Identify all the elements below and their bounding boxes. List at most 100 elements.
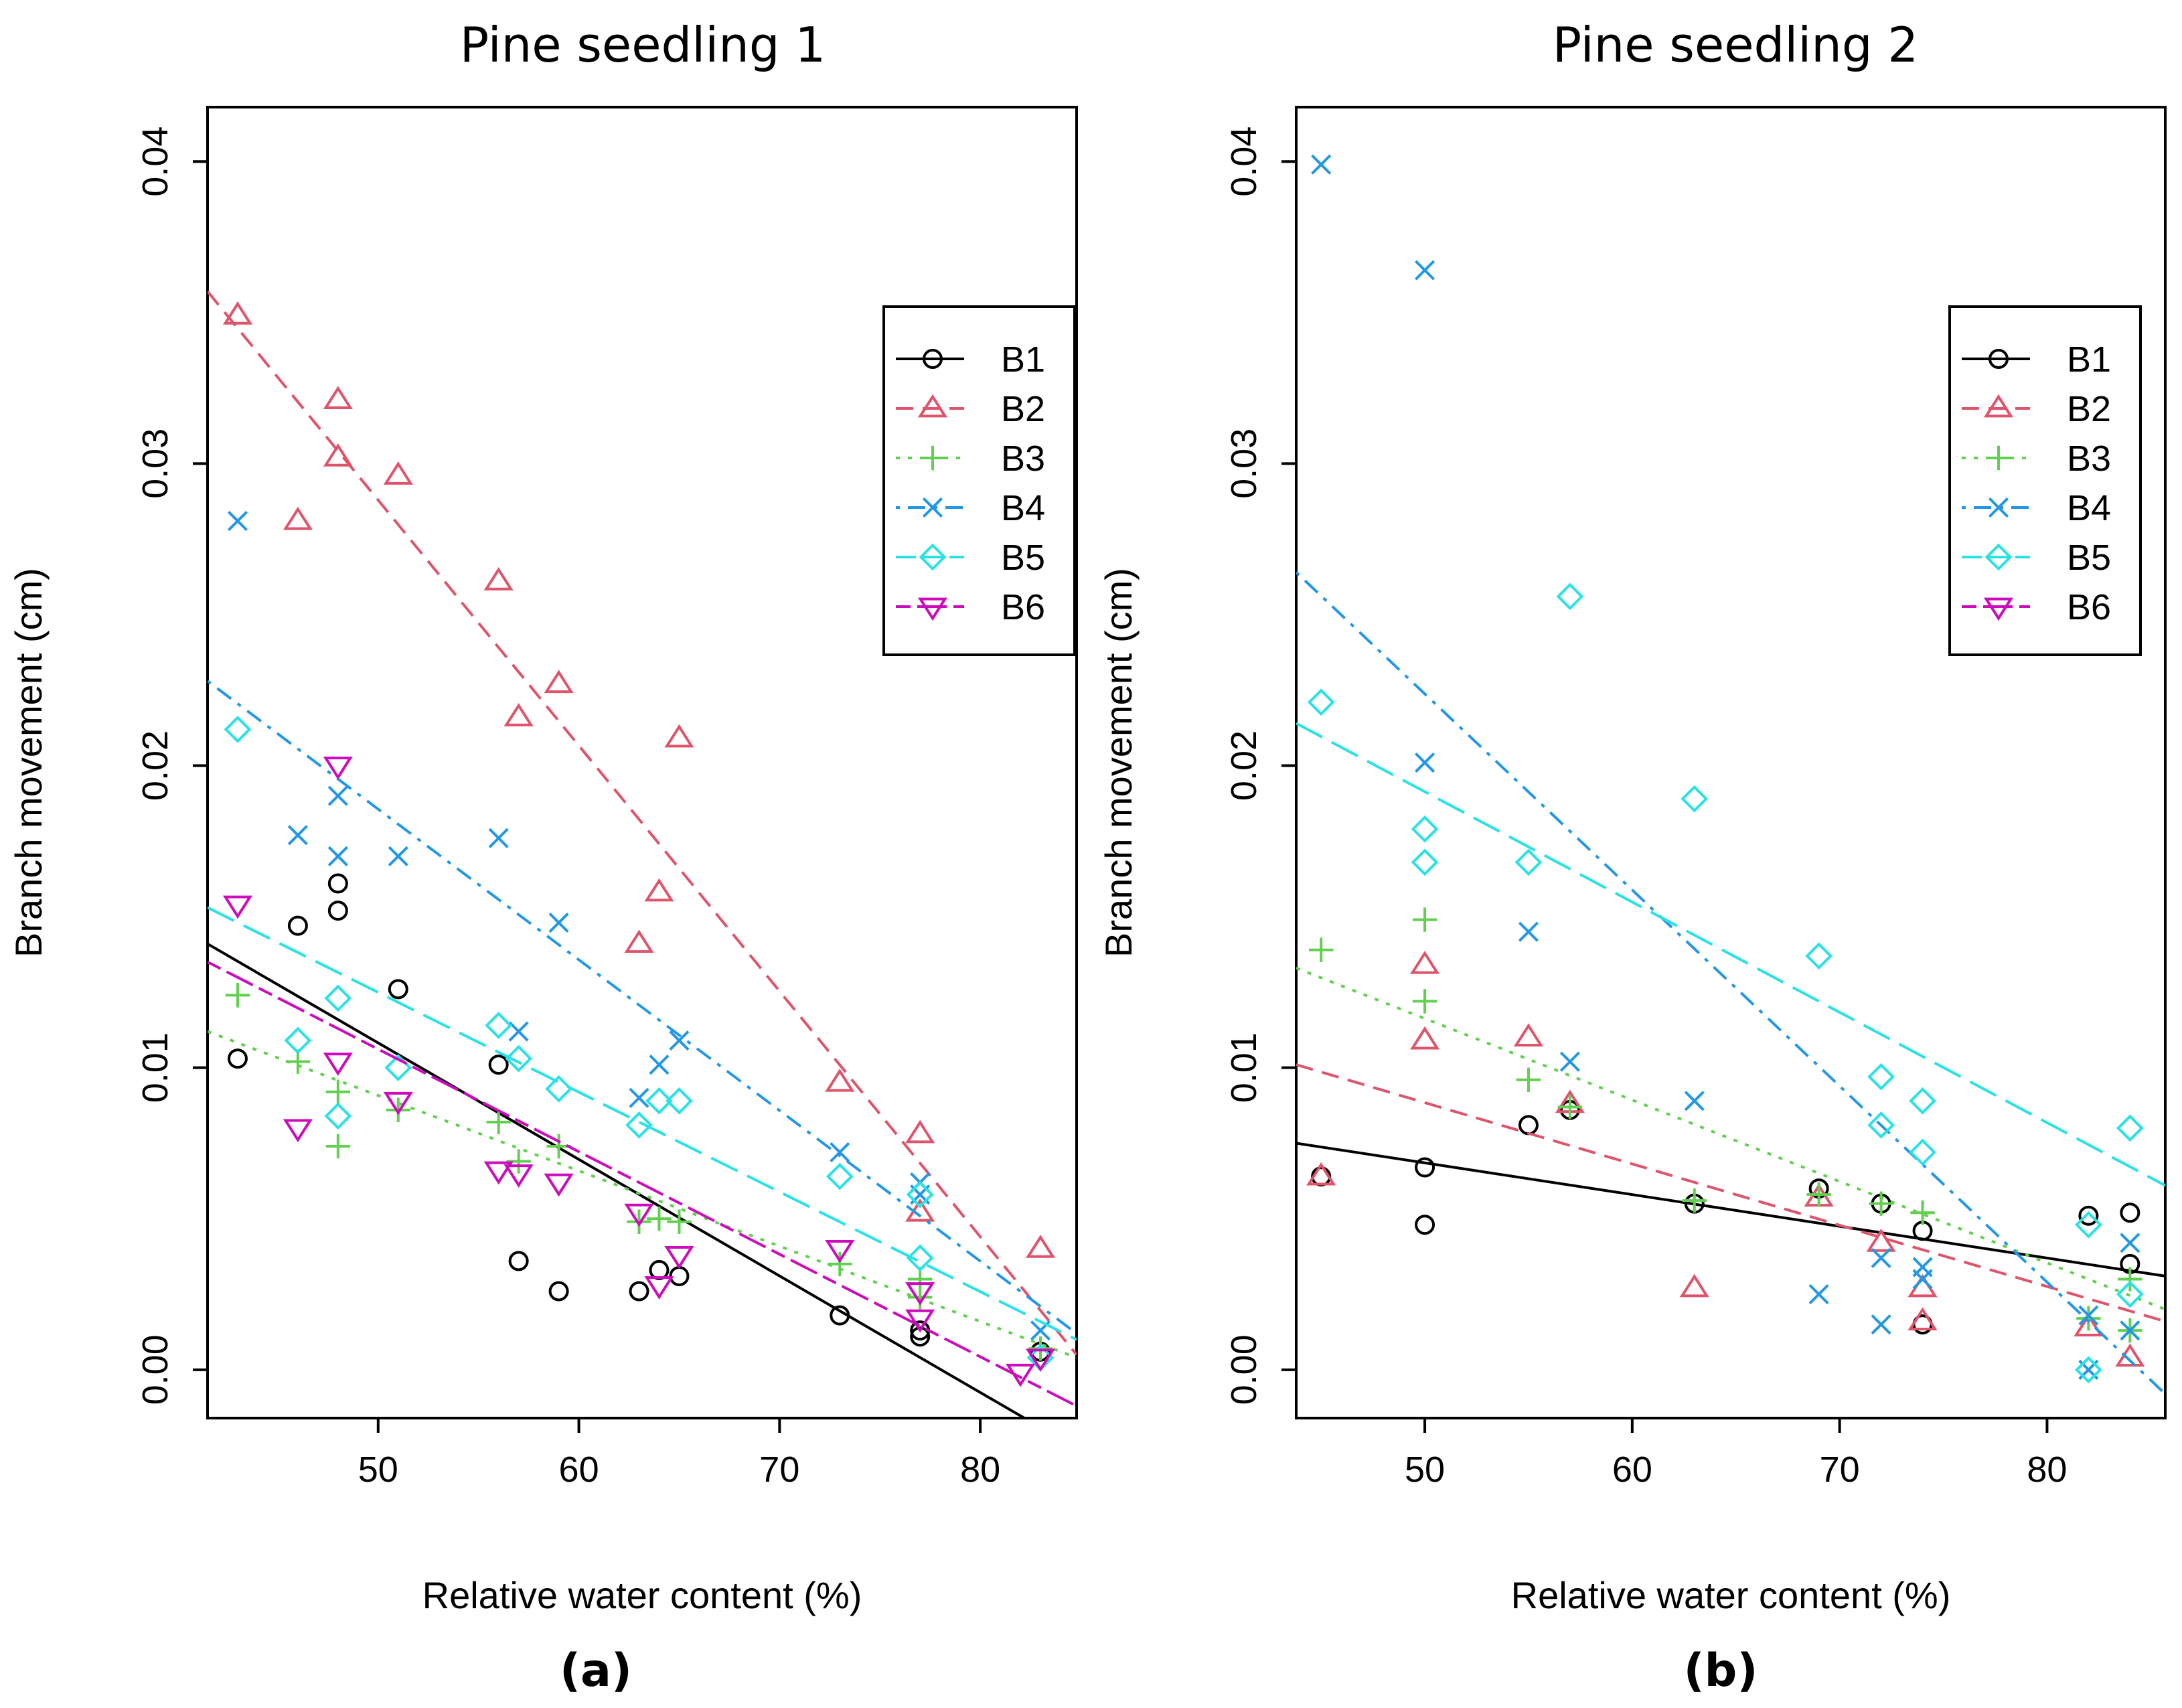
data-point-b6 (283, 1119, 313, 1143)
data-point-b5 (324, 984, 352, 1012)
data-point-b5 (906, 1244, 934, 1272)
plot-frame (1295, 106, 2167, 1419)
legend: B1 B2 B3 B4 B5 B6 (1948, 305, 2142, 656)
data-point-b1 (388, 979, 408, 1000)
legend-label-b5: B5 (2067, 538, 2111, 578)
legend-marker-b1 (923, 349, 943, 369)
data-point-b5 (505, 1044, 533, 1073)
fit-line-b5 (208, 906, 1077, 1341)
data-point-b4 (1808, 1284, 1829, 1305)
data-point-b3 (627, 1209, 651, 1234)
data-point-b2 (323, 443, 353, 467)
data-point-b4 (548, 913, 569, 933)
data-point-b1 (629, 1281, 649, 1302)
data-point-b3 (1308, 937, 1334, 962)
data-point-b2 (1679, 1273, 1709, 1298)
fit-line-b4 (208, 680, 1077, 1335)
subfigure-label: (b) (1684, 1644, 1758, 1697)
data-point-b4 (1684, 1091, 1705, 1111)
data-point-b6 (503, 1164, 534, 1188)
data-point-b3 (486, 1109, 511, 1135)
data-point-b3 (325, 1134, 351, 1159)
legend-label-b3: B3 (1001, 439, 1045, 479)
fit-line-b3 (208, 1030, 1077, 1359)
data-point-b4 (1912, 1269, 1933, 1290)
data-point-b1 (327, 873, 348, 894)
data-point-b5 (324, 1102, 352, 1130)
data-point-b2 (1409, 950, 1440, 974)
data-point-b2 (1306, 1162, 1336, 1186)
data-point-b4 (629, 1087, 649, 1108)
y-tick-label: 0.04 (135, 127, 175, 197)
data-point-b2 (1513, 1023, 1544, 1046)
data-point-b4 (287, 825, 308, 846)
x-tick-label: 70 (1820, 1450, 1860, 1490)
fit-line-b5 (1296, 722, 2165, 1187)
data-point-b2 (2074, 1313, 2104, 1337)
series-b5 (1296, 583, 2165, 1384)
data-point-b2 (503, 703, 534, 726)
data-point-b2 (905, 1119, 935, 1144)
legend-marker-b4 (1988, 497, 2009, 518)
data-point-b6 (1025, 1348, 1056, 1373)
fit-line-b1 (1296, 1142, 2165, 1277)
data-point-b6 (905, 1282, 935, 1306)
chart-a-svg: Pine seedling 1 50 60 70 80 0.00 0.01 0.02 0.03 0… (7, 17, 1078, 1697)
data-point-b4 (227, 511, 248, 532)
data-point-b3 (828, 1251, 852, 1277)
data-point-b6 (624, 1203, 654, 1227)
y-tick-label: 0.02 (135, 730, 175, 801)
legend-marker-b2 (917, 394, 948, 418)
y-axis-label: Branch movement (cm) (7, 568, 50, 957)
data-point-b4 (1415, 260, 1435, 281)
series-b1 (1296, 1099, 2165, 1335)
legend-marker-b3 (920, 445, 945, 471)
data-point-b2 (825, 1068, 855, 1092)
data-point-b6 (644, 1276, 674, 1300)
data-point-b6 (323, 757, 353, 780)
fit-line-b2 (1296, 1063, 2165, 1323)
data-point-b6 (483, 1161, 514, 1185)
data-point-b2 (323, 386, 353, 410)
fit-line-b2 (208, 290, 1077, 1356)
legend: B1 B2 B3 B4 B5 B6 (882, 305, 1076, 656)
data-point-b1 (649, 1259, 670, 1280)
legend-marker-b6 (1983, 597, 2014, 621)
data-point-b2 (1866, 1229, 1896, 1252)
x-axis-label: Relative water content (%) (422, 1574, 862, 1616)
legend-label-b1: B1 (2067, 339, 2111, 380)
data-point-b2 (283, 506, 313, 530)
y-tick-label: 0.03 (135, 429, 175, 499)
data-point-b5 (1556, 583, 1584, 611)
data-point-b2 (644, 878, 674, 902)
y-axis-label: Branch movement (cm) (1097, 568, 1140, 957)
y-tick-label: 0.04 (1224, 127, 1264, 197)
x-tick-label: 60 (559, 1450, 599, 1490)
data-point-b5 (625, 1111, 653, 1139)
data-point-b6 (222, 895, 253, 919)
data-point-b4 (1559, 1051, 1580, 1072)
data-point-b5 (2075, 1211, 2102, 1239)
data-point-b4 (1415, 752, 1435, 773)
data-point-b3 (1682, 1188, 1707, 1213)
data-point-b3 (1516, 1067, 1541, 1092)
data-point-b3 (506, 1149, 531, 1174)
data-point-b3 (1028, 1336, 1053, 1361)
data-point-b5 (2075, 1356, 2102, 1384)
fit-line-b3 (1296, 966, 2165, 1311)
data-point-b5 (826, 1162, 854, 1190)
data-point-b1 (488, 1055, 509, 1075)
legend-marker-b6 (917, 597, 948, 621)
data-point-b4 (2120, 1233, 2140, 1253)
data-point-b3 (2076, 1306, 2101, 1331)
data-point-b5 (1307, 688, 1335, 716)
data-point-b5 (1867, 1063, 1895, 1091)
data-point-b6 (383, 1091, 413, 1115)
y-tick-label: 0.02 (1224, 730, 1264, 801)
data-point-b5 (284, 1026, 312, 1055)
data-point-b3 (386, 1097, 410, 1123)
fit-line-b1 (208, 942, 1026, 1418)
legend-label-b4: B4 (2067, 488, 2111, 528)
legend-marker-b2 (1983, 394, 2014, 418)
series-b6 (208, 757, 1077, 1407)
